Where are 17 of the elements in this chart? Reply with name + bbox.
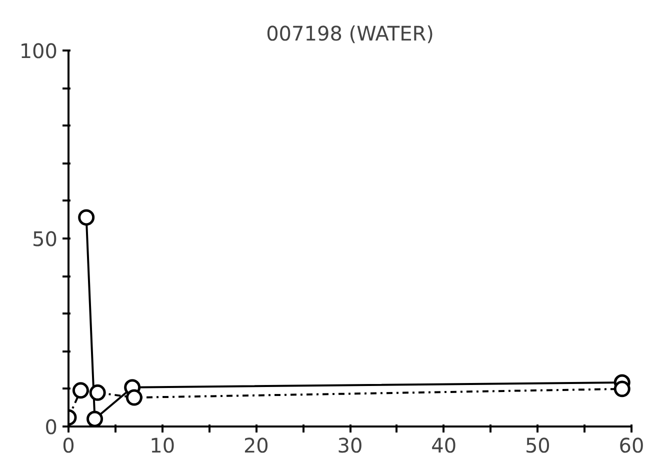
y-tick-label: 0 (44, 415, 58, 439)
x-tick-label: 50 (524, 434, 550, 458)
chart-title: 007198 (WATER) (266, 22, 434, 46)
y-tick-label: 100 (19, 39, 58, 63)
y-tick-label: 50 (32, 227, 58, 251)
x-tick-label: 40 (431, 434, 457, 458)
point (614, 380, 630, 398)
x-tick-label: 60 (618, 434, 644, 458)
x-tick-label: 20 (243, 434, 269, 458)
point (72, 382, 89, 399)
point (89, 384, 106, 401)
point (78, 209, 95, 226)
x-tick-label: 0 (62, 434, 75, 458)
x-tick-label: 30 (337, 434, 363, 458)
point (126, 389, 142, 406)
x-tick-label: 10 (150, 434, 176, 458)
point (86, 410, 104, 426)
